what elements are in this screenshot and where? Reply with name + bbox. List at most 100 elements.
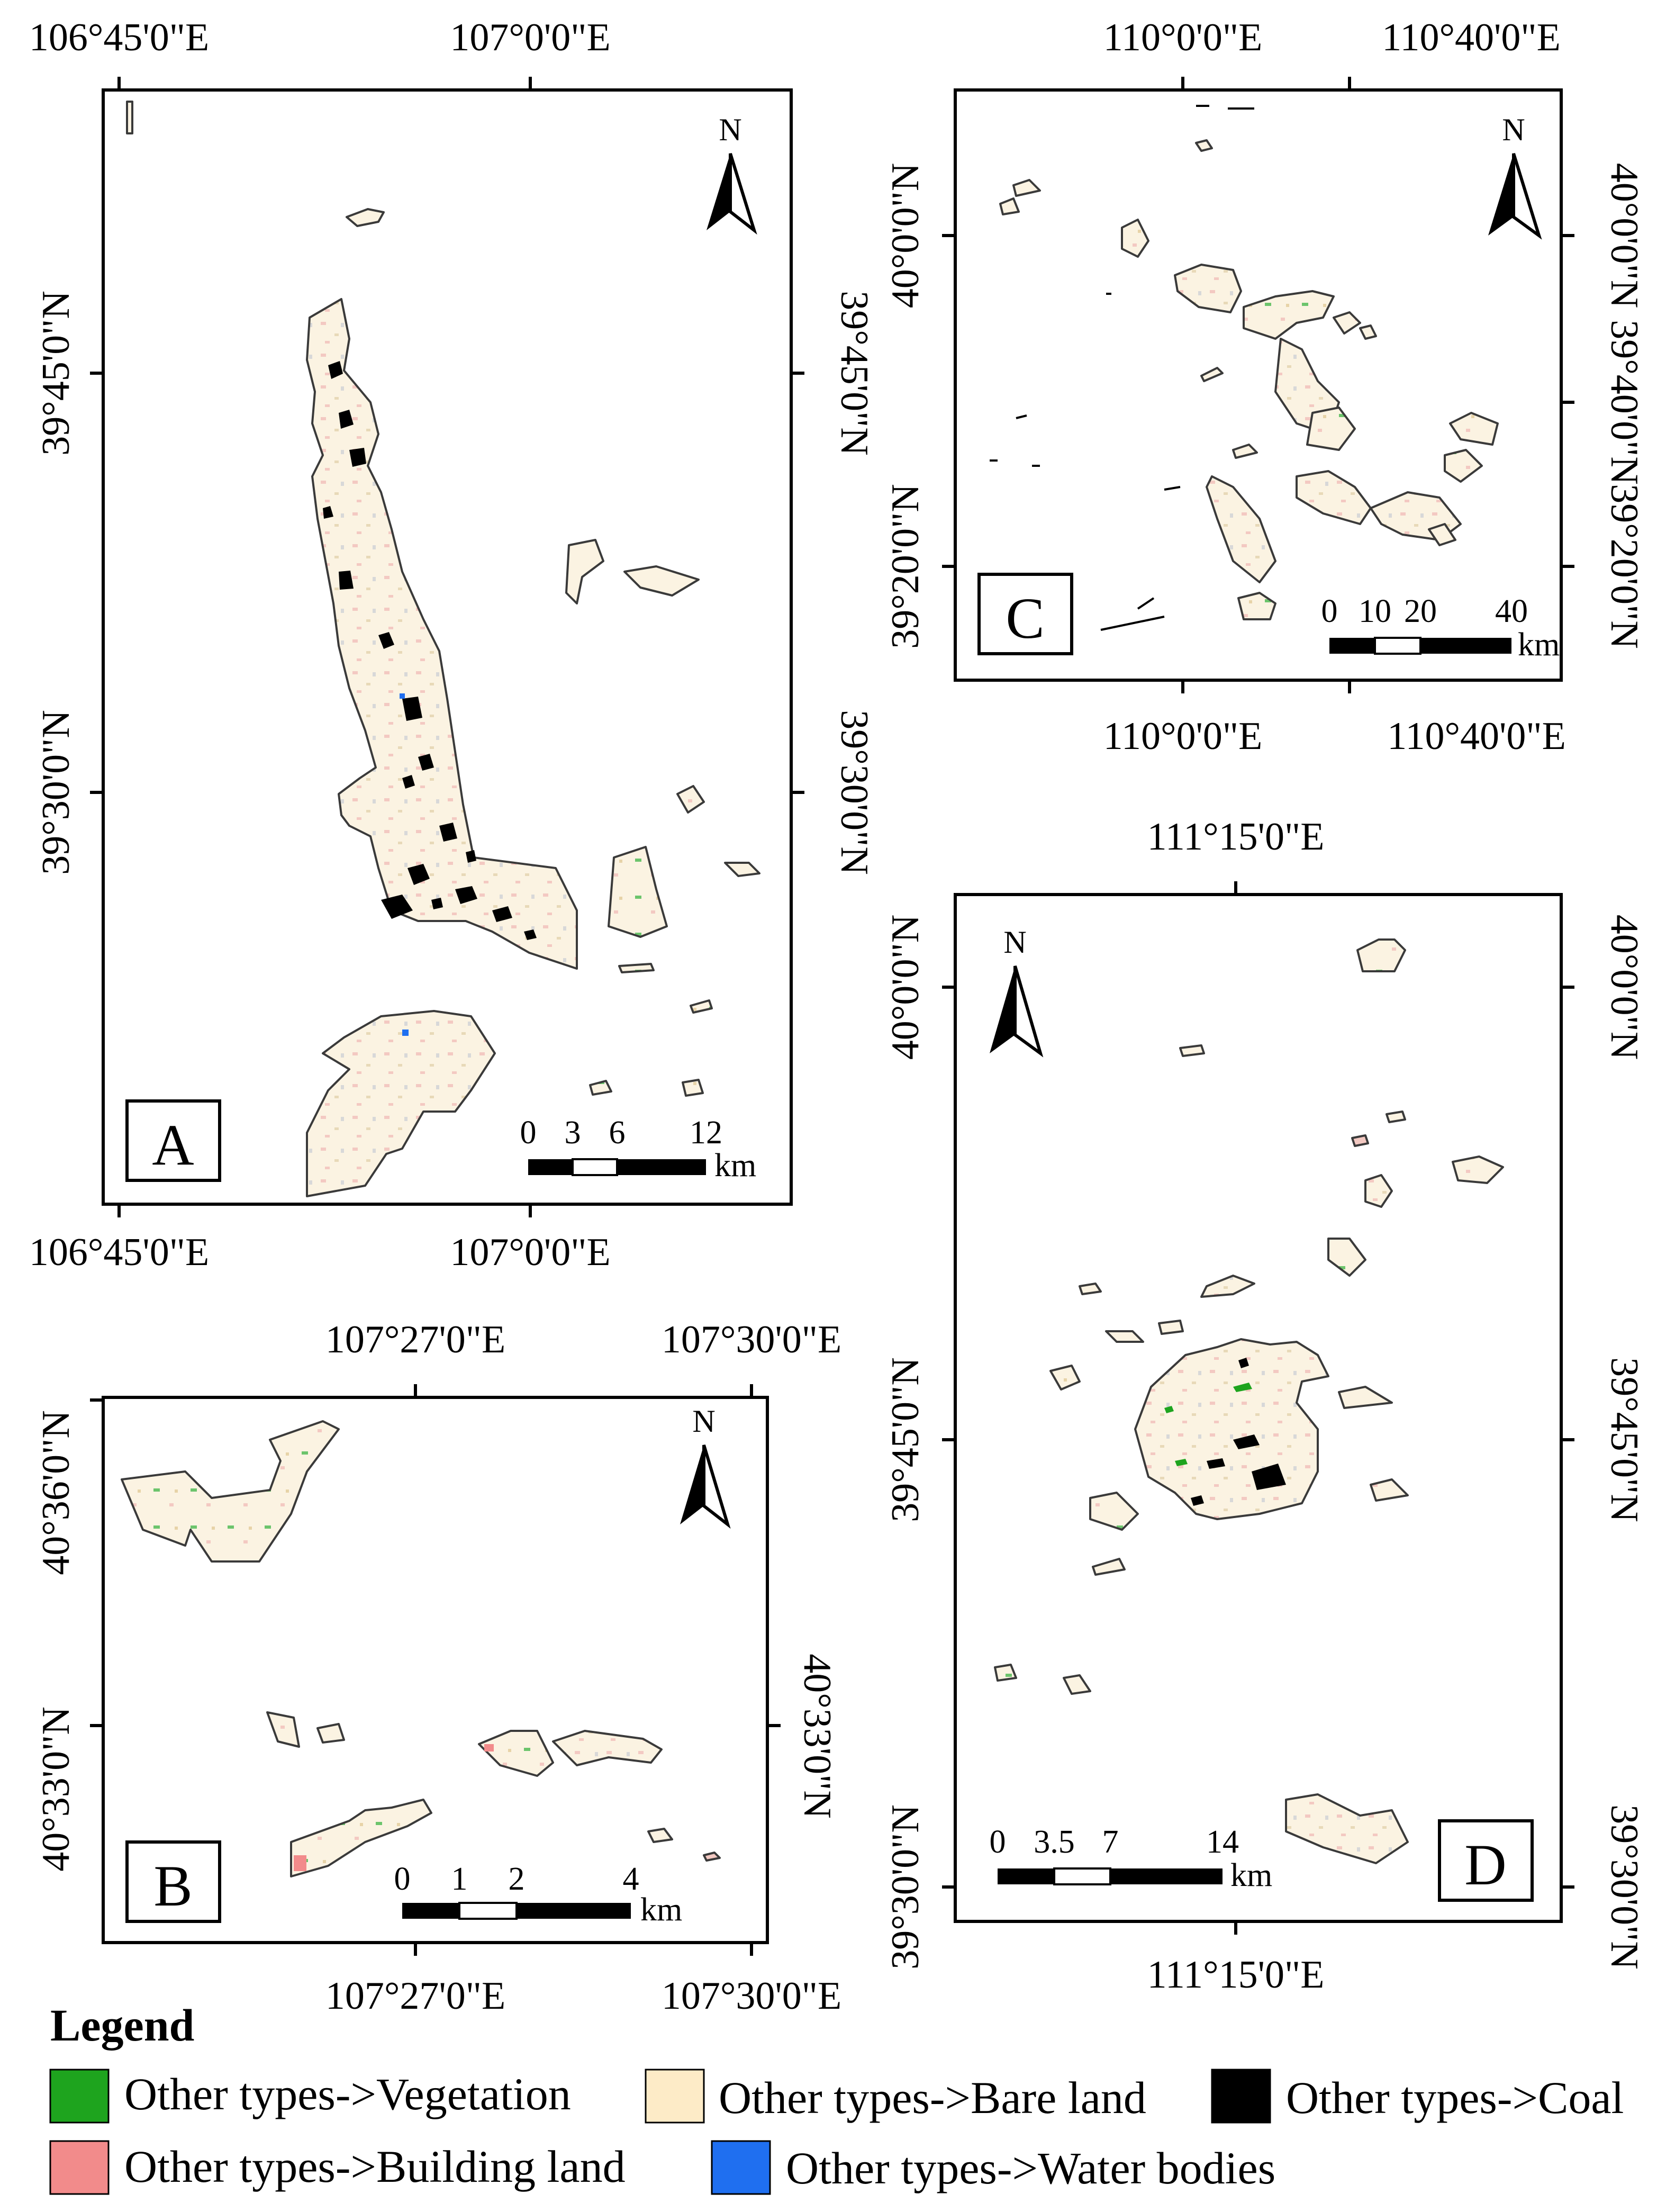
scale-unit: km xyxy=(714,1148,756,1184)
mining-area-cluster xyxy=(994,938,1504,1864)
legend-item-building-land: Other types->Building land xyxy=(49,2140,626,2195)
north-label: N xyxy=(1003,925,1026,960)
legend-swatch xyxy=(645,2069,705,2124)
mining-area-polygon xyxy=(306,1010,496,1197)
panel-c-left-tick-label: 40°0'0"N xyxy=(884,163,927,309)
scale-tick-label: 3 xyxy=(565,1115,581,1151)
mining-area-polygon xyxy=(618,963,655,973)
mining-area-polygon xyxy=(316,1723,345,1744)
panel-c-left-tick-label: 39°20'0"N xyxy=(884,484,927,649)
scale-tick-label: 20 xyxy=(1404,593,1437,629)
panel-d-right-tick-label: 40°0'0"N xyxy=(1602,915,1646,1060)
mining-area-polygon xyxy=(478,1730,554,1777)
panel-c-right-tick-label: 39°20'0"N xyxy=(1602,484,1646,649)
legend-swatch xyxy=(49,2069,110,2124)
legend-swatch xyxy=(711,2140,771,2195)
panel-a-label-box xyxy=(125,1099,221,1182)
panel-b-north-arrow-icon: N xyxy=(680,1404,731,1529)
panel-b: 107°27'0"E 107°30'0"E 107°27'0"E 107°30'… xyxy=(34,1318,841,2018)
panel-a-top-tick-label: 107°0'0"E xyxy=(450,16,610,59)
panel-a-left-tick-label: 39°30'0"N xyxy=(34,710,78,875)
panel-b-label-box xyxy=(125,1840,221,1923)
panel-b-top-tick-label: 107°27'0"E xyxy=(325,1318,505,1361)
panel-b-left-tick-label: 40°33'0"N xyxy=(34,1707,78,1872)
water-patch xyxy=(400,693,405,699)
mining-area-polygon xyxy=(690,999,713,1014)
panel-c-right-tick-label: 40°0'0"N xyxy=(1602,163,1646,309)
mining-area-polygon xyxy=(290,1799,432,1877)
panel-a: 106°45'0"E 107°0'0"E 106°45'0"E 107°0'0"… xyxy=(29,16,876,1274)
scale-tick-label: 2 xyxy=(509,1861,525,1897)
legend-label: Other types->Coal xyxy=(1286,2072,1624,2123)
vegetation-patches xyxy=(1164,1383,1252,1466)
legend-item-vegetation: Other types->Vegetation xyxy=(49,2069,571,2124)
mining-area-polygon xyxy=(266,1711,300,1748)
north-label: N xyxy=(719,112,741,147)
panel-b-bottom-tick-label: 107°30'0"E xyxy=(662,1974,841,2018)
scale-tick-label: 1 xyxy=(451,1861,468,1897)
scale-tick-label: 0 xyxy=(990,1824,1006,1860)
panel-b-bottom-tick-label: 107°27'0"E xyxy=(325,1974,505,2018)
legend-label: Other types->Vegetation xyxy=(124,2069,571,2119)
panel-d-top-tick-label: 111°15'0"E xyxy=(1147,815,1325,859)
panel-a-left-tick-label: 39°45'0"N xyxy=(34,291,78,456)
coal-patches xyxy=(1191,1358,1286,1506)
mining-area-polygon xyxy=(565,539,604,604)
panel-d-left-tick-label: 39°45'0"N xyxy=(884,1357,927,1522)
scale-tick-label: 0 xyxy=(520,1115,537,1151)
panel-d-right-tick-label: 39°45'0"N xyxy=(1602,1357,1646,1522)
panel-c-label: C xyxy=(1006,586,1044,651)
mining-area-polygon xyxy=(682,1079,704,1097)
panel-c-bottom-tick-label: 110°0'0"E xyxy=(1103,715,1263,758)
building-land-patch xyxy=(484,1744,494,1751)
panel-a-top-tick-label: 106°45'0"E xyxy=(29,16,209,59)
panel-a-bottom-tick-label: 106°45'0"E xyxy=(29,1231,209,1274)
mining-area-polygon xyxy=(346,208,385,227)
scale-tick-label: 10 xyxy=(1359,593,1391,629)
mining-area-polygon xyxy=(623,565,700,597)
panel-c-top-tick-label: 110°40'0"E xyxy=(1382,16,1561,59)
legend-label: Other types->Building land xyxy=(124,2141,626,2192)
panel-d-left-tick-label: 40°0'0"N xyxy=(884,915,927,1060)
coal-patches xyxy=(323,361,537,940)
panel-c-north-arrow-icon: N xyxy=(1488,112,1542,240)
panel-d-bottom-tick-label: 111°15'0"E xyxy=(1147,1953,1325,1997)
panel-c-bottom-tick-label: 110°40'0"E xyxy=(1387,715,1566,758)
legend-item-coal: Other types->Coal xyxy=(1211,2069,1624,2124)
legend-item-bare-land: Other types->Bare land xyxy=(645,2069,1146,2124)
panel-d-north-arrow-icon: N xyxy=(990,925,1044,1058)
scale-unit: km xyxy=(1518,627,1560,663)
mining-area-cluster xyxy=(999,139,1499,620)
legend: Legend Other types->Vegetation Other typ… xyxy=(49,2000,1624,2195)
north-label: N xyxy=(1502,112,1525,147)
panel-a-scale-bar: 0 3 6 12 km xyxy=(520,1115,757,1184)
scale-unit: km xyxy=(640,1892,682,1928)
panel-a-label: A xyxy=(152,1113,194,1177)
building-land-patch xyxy=(294,1855,306,1871)
legend-item-water-bodies: Other types->Water bodies xyxy=(711,2140,1275,2195)
panel-d-label: D xyxy=(1464,1832,1506,1897)
mining-area-polygon xyxy=(703,1852,721,1862)
panel-a-north-arrow-icon: N xyxy=(707,112,757,235)
mining-area-polygon xyxy=(589,1080,612,1096)
panel-c-top-tick-label: 110°0'0"E xyxy=(1103,16,1263,59)
mining-area-polygon xyxy=(552,1730,663,1766)
panel-d: 111°15'0"E 111°15'0"E 40°0'0"N 39°45'0"N… xyxy=(884,815,1646,1997)
north-label: N xyxy=(692,1404,715,1439)
mining-area-polygon xyxy=(676,785,705,814)
scale-tick-label: 0 xyxy=(1321,593,1338,629)
panel-a-right-tick-label: 39°30'0"N xyxy=(832,710,876,875)
mining-area-polygon xyxy=(647,1828,673,1843)
mining-area-polygon xyxy=(121,1420,340,1563)
scale-tick-label: 40 xyxy=(1495,593,1528,629)
scale-tick-label: 7 xyxy=(1102,1824,1119,1860)
panel-a-right-tick-label: 39°45'0"N xyxy=(832,291,876,456)
legend-swatch xyxy=(49,2140,110,2195)
panel-b-left-tick-label: 40°36'0"N xyxy=(34,1410,78,1575)
legend-label: Other types->Bare land xyxy=(719,2072,1146,2123)
panel-b-right-tick-label: 40°33'0"N xyxy=(795,1654,839,1819)
panel-c: 110°0'0"E 110°40'0"E 110°0'0"E 110°40'0"… xyxy=(884,16,1646,758)
mining-area-polygon xyxy=(126,101,133,134)
legend-label: Other types->Water bodies xyxy=(786,2143,1275,2193)
